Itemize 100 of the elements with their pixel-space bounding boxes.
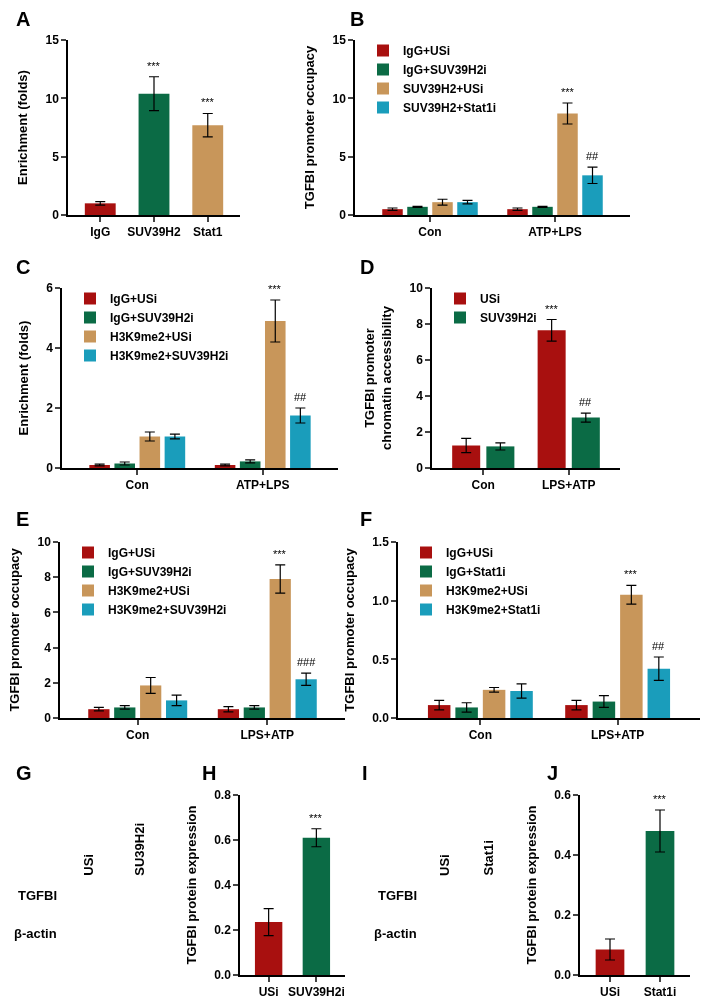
bar — [407, 206, 428, 215]
y-tick-label: 1.5 — [372, 535, 390, 550]
text: SU39H2i — [131, 823, 147, 876]
y-tick-label: 8 — [416, 317, 424, 332]
x-tick-label: Con — [471, 478, 495, 493]
y-tick-label: 0.0 — [372, 711, 390, 726]
bar — [269, 578, 291, 718]
bar — [217, 709, 240, 718]
legend-label: SUV39H2+Stat1i — [403, 101, 497, 116]
text: G — [16, 762, 32, 784]
x-tick-label: ATP+LPS — [236, 478, 290, 493]
y-axis-title: TGFBI promoter occupacy — [341, 547, 357, 712]
bar — [432, 202, 453, 215]
y-tick-label: 10 — [332, 91, 347, 106]
bar — [84, 203, 116, 215]
x-tick-label: Con — [418, 225, 442, 240]
legend-label: IgG+SUV39H2i — [108, 565, 192, 580]
x-tick-label: ATP+LPS — [528, 225, 582, 240]
y-tick-label: 15 — [45, 33, 60, 48]
bar — [582, 175, 603, 215]
bar — [557, 113, 578, 215]
y-tick-label: 0.0 — [214, 968, 232, 983]
bar — [114, 707, 136, 718]
legend-label: H3K9me2+SUV39H2i — [108, 603, 227, 618]
x-tick-label: USi — [258, 985, 279, 1000]
y-axis-title: Enrichment (folds) — [14, 70, 30, 185]
bar — [620, 594, 643, 718]
y-axis-title: TGFBI promoter occupacy — [301, 45, 317, 210]
text: β-actin — [374, 926, 417, 941]
y-tick-label: 0.0 — [554, 968, 572, 983]
text: β-actin — [14, 926, 57, 941]
x-tick-label: SUV39H2i — [288, 985, 345, 1000]
data-label: *** — [268, 283, 282, 295]
bar — [482, 689, 506, 718]
text: TGFBI — [378, 888, 417, 903]
data-label: *** — [561, 86, 575, 98]
y-tick-label: 0 — [416, 461, 424, 476]
text: TGFBI — [18, 888, 57, 903]
data-label: ### — [297, 656, 317, 668]
legend-label: SUV39H2+USi — [403, 82, 484, 97]
bar — [140, 685, 162, 718]
y-tick-label: 5 — [339, 149, 347, 164]
legend-label: IgG+USi — [110, 292, 158, 307]
legend-label: IgG+USi — [108, 546, 156, 561]
bar — [164, 436, 186, 468]
bar — [139, 436, 161, 468]
y-tick-label: 4 — [44, 640, 52, 655]
legend-label: H3K9me2+USi — [110, 330, 192, 345]
bar — [592, 701, 616, 718]
bar — [427, 705, 451, 718]
bar — [455, 707, 478, 718]
chart-title: C — [16, 256, 31, 278]
bar — [243, 707, 265, 718]
x-tick-label: USi — [599, 985, 621, 1000]
x-tick-label: Con — [468, 728, 493, 743]
data-label: *** — [201, 96, 215, 108]
bar — [647, 668, 671, 718]
y-tick-label: 10 — [409, 281, 424, 296]
y-tick-label: 0.4 — [554, 848, 572, 863]
y-tick-label: 10 — [45, 91, 60, 106]
y-tick-label: 0 — [46, 461, 54, 476]
y-tick-label: 4 — [46, 341, 54, 356]
data-label: ## — [586, 150, 600, 162]
data-label: *** — [624, 568, 638, 580]
bar — [571, 417, 600, 468]
bar — [138, 93, 170, 215]
x-tick-label: LPS+ATP — [542, 478, 596, 493]
y-axis-title: TGFBI protein expression — [523, 805, 539, 965]
bar — [532, 206, 553, 215]
data-label: ## — [579, 396, 593, 408]
legend-label: IgG+SUV39H2i — [403, 63, 487, 78]
bar — [565, 705, 588, 718]
y-tick-label: 2 — [44, 676, 52, 690]
bar — [507, 209, 528, 215]
y-tick-label: 0 — [44, 711, 52, 726]
chart-title: D — [360, 256, 375, 278]
bar — [457, 202, 478, 215]
y-axis-title: Enrichment (folds) — [15, 320, 31, 436]
legend-label: IgG+SUV39H2i — [110, 311, 194, 326]
text: USi — [437, 854, 452, 876]
y-tick-label: 6 — [416, 353, 424, 368]
bar — [290, 415, 311, 468]
y-tick-label: 10 — [37, 535, 52, 550]
legend-label: H3K9me2+SUV39H2i — [110, 349, 229, 364]
chart-title: A — [16, 8, 31, 30]
y-axis-title: TGFBI promoter occupacy — [6, 547, 22, 712]
y-tick-label: 2 — [416, 425, 424, 440]
data-label: ## — [294, 391, 308, 403]
bar — [452, 445, 481, 468]
bar — [295, 679, 317, 718]
legend-label: USi — [480, 292, 501, 307]
legend-label: SUV39H2i — [480, 311, 537, 326]
chart-title: B — [350, 8, 365, 30]
y-tick-label: 0.8 — [214, 788, 232, 803]
legend-label: H3K9me2+USi — [446, 584, 528, 599]
y-tick-label: 6 — [46, 281, 54, 296]
bar — [264, 321, 286, 468]
x-tick-label: IgG — [90, 225, 111, 240]
bar — [510, 691, 533, 718]
y-tick-label: 1.0 — [372, 593, 390, 608]
